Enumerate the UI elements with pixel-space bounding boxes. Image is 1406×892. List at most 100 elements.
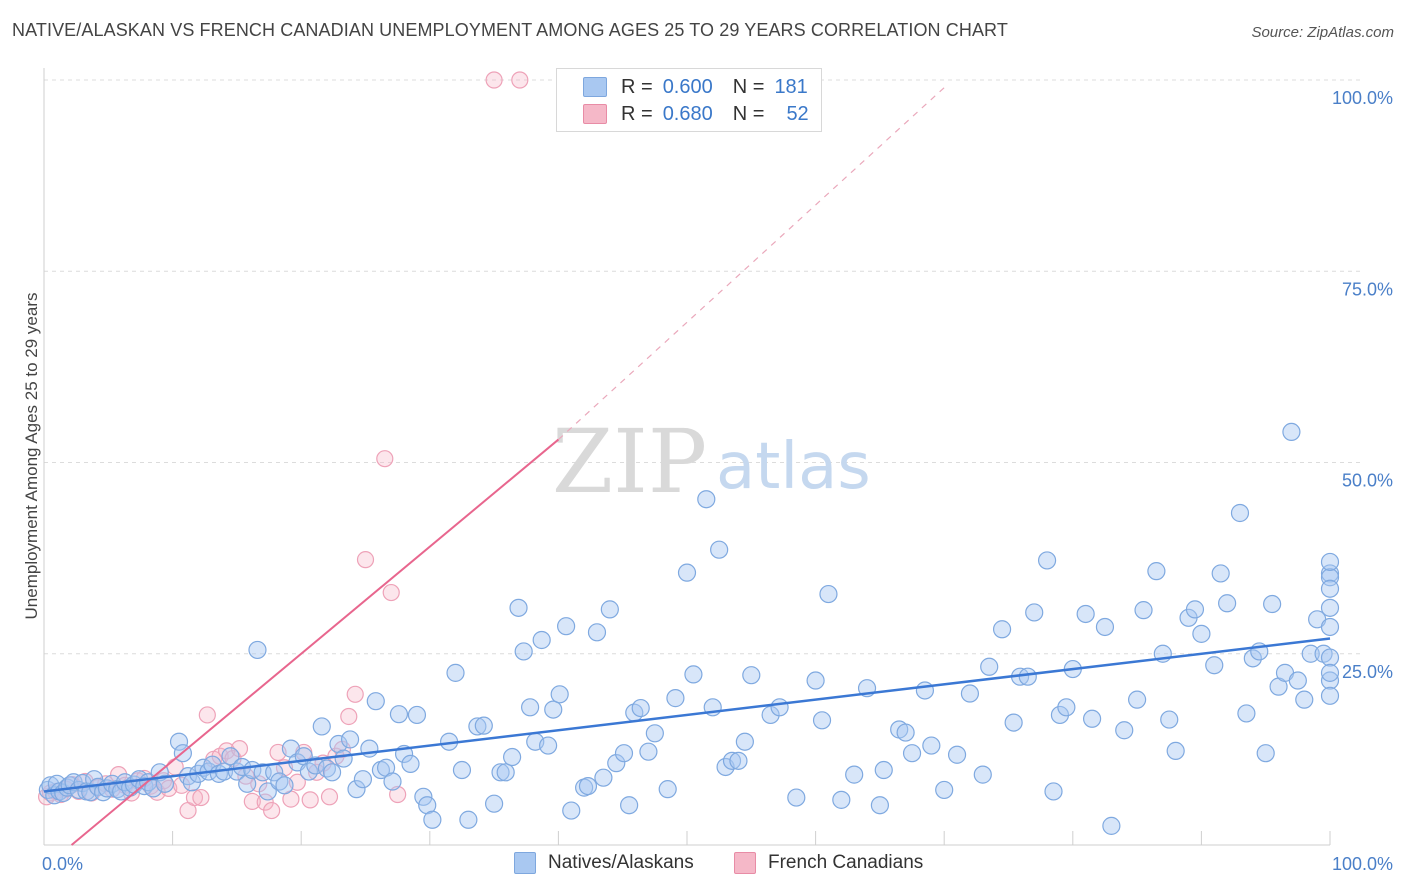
point-natives-alaskans-59 — [334, 749, 353, 768]
point-natives-alaskans-61 — [347, 780, 366, 799]
stats-n-value-french: 52 — [786, 102, 809, 125]
point-natives-alaskans-108 — [666, 689, 685, 708]
point-natives-alaskans-36 — [203, 755, 222, 774]
point-natives-alaskans-133 — [915, 681, 935, 700]
point-natives-alaskans-156 — [1134, 601, 1153, 620]
point-natives-alaskans-44 — [248, 640, 267, 660]
point-natives-alaskans-99 — [600, 600, 619, 619]
point-natives-alaskans-96 — [578, 776, 598, 796]
point-natives-alaskans-121 — [787, 788, 806, 807]
point-french-canadians-49 — [346, 685, 364, 703]
watermark-atlas: atlas — [716, 430, 871, 504]
point-natives-alaskans-80 — [474, 716, 493, 735]
y-axis-title: Unemployment Among Ages 25 to 29 years — [22, 293, 41, 620]
watermark-zip: ZIP — [552, 410, 707, 513]
point-natives-alaskans-81 — [485, 794, 504, 813]
point-natives-alaskans-105 — [639, 742, 658, 761]
point-natives-alaskans-166 — [1218, 594, 1237, 613]
point-natives-alaskans-60 — [340, 730, 360, 749]
point-natives-alaskans-49 — [275, 776, 294, 795]
chart-source: Source: ZipAtlas.com — [1251, 24, 1394, 41]
stats-n-label: N = — [732, 75, 765, 98]
y-tick-label-75: 75.0% — [1342, 279, 1393, 299]
stats-r-label: R = — [621, 102, 653, 125]
x-tick-label-min: 0.0% — [42, 854, 83, 874]
point-natives-alaskans-123 — [812, 711, 832, 730]
legend-swatch-natives — [514, 852, 536, 874]
point-french-canadians-25 — [192, 788, 210, 807]
point-natives-alaskans-46 — [258, 782, 277, 801]
x-tick-label-max: 100.0% — [1332, 854, 1393, 874]
point-natives-alaskans-122 — [806, 671, 825, 690]
point-natives-alaskans-164 — [1205, 656, 1224, 675]
point-natives-alaskans-70 — [401, 754, 420, 774]
legend-item-natives[interactable]: Natives/Alaskans — [514, 852, 694, 874]
chart-title: NATIVE/ALASKAN VS FRENCH CANADIAN UNEMPL… — [12, 20, 1008, 40]
trend-lines — [43, 87, 1331, 846]
point-french-canadians-50 — [356, 551, 375, 569]
point-natives-alaskans-93 — [557, 617, 576, 636]
point-natives-alaskans-57 — [322, 763, 342, 782]
point-natives-alaskans-169 — [1243, 649, 1262, 668]
point-natives-alaskans-159 — [1160, 710, 1179, 729]
point-natives-alaskans-176 — [1288, 671, 1307, 690]
point-natives-alaskans-118 — [742, 666, 761, 685]
point-natives-alaskans-125 — [832, 790, 851, 809]
point-natives-alaskans-146 — [1044, 782, 1063, 801]
point-natives-alaskans-76 — [446, 663, 465, 682]
point-natives-alaskans-55 — [312, 717, 331, 736]
point-natives-alaskans-29 — [169, 732, 189, 751]
point-natives-alaskans-168 — [1237, 704, 1256, 723]
point-natives-alaskans-139 — [980, 657, 999, 676]
tick-labels: 25.0% 50.0% 75.0% 100.0% 0.0% 100.0% — [42, 88, 1393, 874]
point-natives-alaskans-83 — [496, 763, 515, 782]
point-french-canadians-26 — [198, 706, 216, 724]
point-natives-alaskans-187 — [1320, 617, 1340, 637]
point-natives-alaskans-134 — [922, 736, 941, 755]
watermark: ZIP atlas — [552, 410, 871, 513]
point-natives-alaskans-107 — [658, 780, 677, 799]
point-natives-alaskans-87 — [521, 698, 540, 717]
point-natives-alaskans-172 — [1263, 594, 1282, 614]
point-natives-alaskans-181 — [1320, 648, 1340, 667]
point-natives-alaskans-162 — [1185, 600, 1205, 619]
axes — [43, 68, 1331, 846]
point-natives-alaskans-94 — [562, 801, 581, 820]
y-tick-label-100: 100.0% — [1332, 88, 1393, 108]
point-natives-alaskans-124 — [819, 584, 838, 604]
point-french-canadians-24 — [185, 788, 204, 807]
point-natives-alaskans-189 — [1320, 579, 1340, 598]
point-natives-alaskans-135 — [935, 780, 954, 800]
point-natives-alaskans-129 — [874, 760, 893, 780]
point-natives-alaskans-92 — [550, 685, 569, 704]
point-french-canadians-55 — [511, 71, 529, 89]
point-natives-alaskans-64 — [366, 692, 385, 711]
point-french-canadians-42 — [301, 791, 319, 809]
point-natives-alaskans-175 — [1282, 422, 1301, 441]
gridlines — [44, 79, 1360, 655]
y-tick-label-50: 50.0% — [1342, 471, 1393, 491]
series-french-canadians-points — [37, 71, 529, 820]
point-natives-alaskans-110 — [684, 665, 703, 684]
point-natives-alaskans-101 — [614, 744, 634, 763]
point-natives-alaskans-82 — [491, 763, 510, 782]
point-natives-alaskans-126 — [845, 765, 864, 784]
legend: Natives/Alaskans French Canadians — [0, 850, 1406, 880]
point-natives-alaskans-91 — [544, 700, 563, 719]
point-natives-alaskans-153 — [1102, 816, 1121, 835]
point-natives-alaskans-84 — [503, 747, 522, 767]
legend-item-french[interactable]: French Canadians — [734, 852, 923, 874]
point-natives-alaskans-148 — [1057, 698, 1076, 717]
point-natives-alaskans-140 — [992, 620, 1012, 639]
point-natives-alaskans-26 — [144, 779, 163, 798]
point-natives-alaskans-68 — [389, 705, 409, 724]
point-natives-alaskans-184 — [1320, 663, 1340, 682]
point-natives-alaskans-97 — [587, 623, 607, 642]
point-natives-alaskans-145 — [1037, 551, 1057, 570]
point-natives-alaskans-72 — [414, 787, 433, 806]
point-french-canadians-43 — [308, 763, 326, 781]
point-natives-alaskans-98 — [594, 768, 613, 787]
point-natives-alaskans-178 — [1301, 644, 1320, 663]
legend-label-natives: Natives/Alaskans — [548, 852, 694, 873]
